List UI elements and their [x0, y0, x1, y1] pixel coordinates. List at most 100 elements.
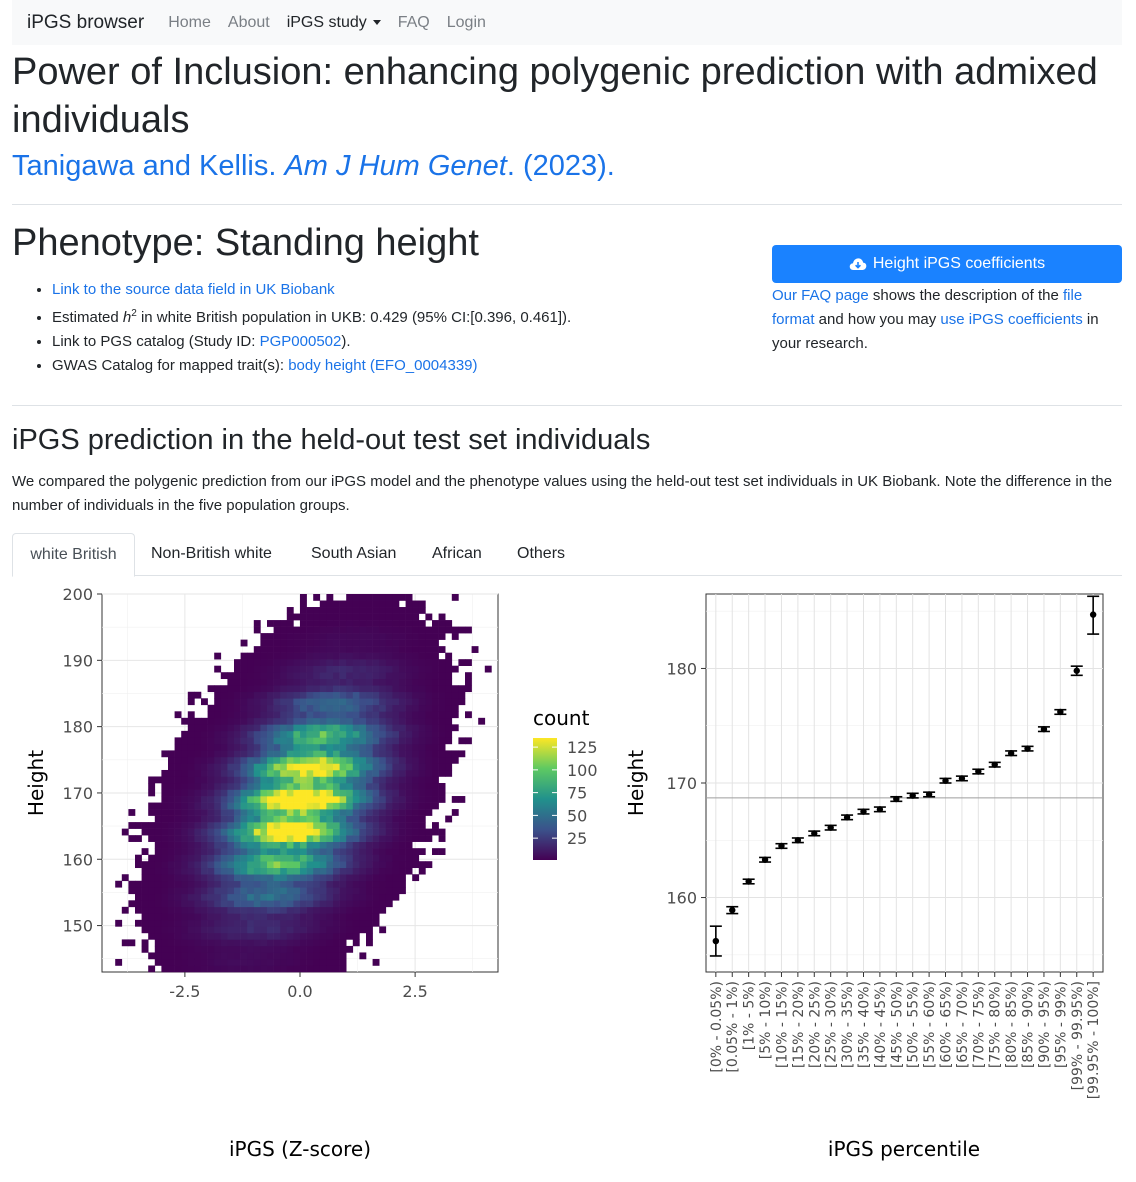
- heatmap-cell: [385, 659, 393, 666]
- heatmap-cell: [214, 952, 222, 960]
- heatmap-cells: [115, 594, 492, 973]
- gwas-trait-link[interactable]: body height (EFO_0004339): [288, 357, 478, 374]
- heatmap-cell: [273, 880, 281, 888]
- nav-faq-link[interactable]: FAQ: [397, 13, 430, 31]
- heatmap-cell: [379, 763, 387, 771]
- heatmap-cell: [319, 639, 327, 647]
- nav-home-link[interactable]: Home: [168, 13, 211, 31]
- heatmap-cell: [286, 919, 294, 927]
- heatmap-cell: [227, 769, 235, 777]
- heatmap-cell: [333, 841, 340, 849]
- heatmap-cell: [352, 620, 360, 627]
- heatmap-cell: [319, 730, 327, 738]
- citation-link[interactable]: Tanigawa and Kellis. Am J Hum Genet. (20…: [12, 150, 615, 183]
- heatmap-cell: [154, 828, 162, 836]
- heatmap-cell: [313, 607, 321, 614]
- heatmap-cell: [280, 939, 288, 947]
- heatmap-cell: [293, 789, 301, 797]
- heatmap-cell: [313, 848, 321, 855]
- heatmap-cell: [174, 893, 182, 901]
- heatmap-cell: [392, 861, 400, 869]
- nav-about-link[interactable]: About: [227, 13, 270, 31]
- heatmap-cell: [286, 945, 294, 953]
- heatmap-cell: [379, 815, 387, 823]
- heatmap-cell: [359, 607, 367, 614]
- heatmap-cell: [207, 848, 215, 855]
- heatmap-cell: [385, 802, 393, 810]
- heatmap-cell: [267, 711, 274, 719]
- heatmap-cell: [253, 880, 261, 888]
- heatmap-cell: [187, 945, 195, 953]
- heatmap-cell: [319, 737, 327, 745]
- heatmap-cell: [253, 796, 261, 803]
- heatmap-cell: [306, 828, 314, 836]
- heatmap-cell: [293, 848, 301, 855]
- heatmap-cell: [273, 743, 281, 751]
- heatmap-cell: [168, 841, 175, 849]
- nav-ipgs-study-dropdown[interactable]: iPGS study: [287, 14, 381, 32]
- heatmap-cell: [465, 659, 472, 666]
- x-tick-label: [5% - 10%): [758, 981, 774, 1059]
- heatmap-cell: [234, 887, 241, 895]
- heatmap-cell: [260, 919, 268, 927]
- heatmap-cell: [352, 893, 360, 901]
- ukb-source-link[interactable]: Link to the source data field in UK Biob…: [52, 281, 335, 298]
- heatmap-cell: [247, 965, 255, 973]
- heatmap-cell: [445, 620, 453, 627]
- heatmap-cell: [366, 724, 373, 732]
- heatmap-cell: [385, 665, 393, 673]
- heatmap-cell: [392, 646, 400, 653]
- heatmap-cell: [352, 874, 360, 882]
- heatmap-cell: [168, 802, 175, 810]
- heatmap-cell: [260, 887, 268, 895]
- heatmap-cell: [412, 633, 420, 640]
- heatmap-cell: [253, 900, 261, 908]
- tab-african[interactable]: African: [432, 545, 482, 562]
- heatmap-cell: [161, 815, 169, 823]
- nav-login-link[interactable]: Login: [446, 13, 486, 31]
- heatmap-cell: [168, 861, 175, 869]
- heatmap-cell: [194, 815, 202, 823]
- heatmap-cell: [333, 848, 340, 855]
- heatmap-cell: [273, 717, 281, 725]
- heatmap-cell: [214, 835, 222, 842]
- heatmap-cell: [286, 717, 294, 725]
- heatmap-cell: [148, 913, 156, 921]
- heatmap-cell: [154, 874, 162, 882]
- faq-page-link[interactable]: Our FAQ page: [772, 287, 869, 304]
- heatmap-cell: [286, 841, 294, 849]
- heatmap-cell: [286, 828, 294, 836]
- heatmap-cell: [385, 893, 393, 901]
- heatmap-cell: [366, 685, 373, 693]
- file-format-link[interactable]: file format: [772, 287, 1083, 328]
- pgs-catalog-link[interactable]: PGP000502: [259, 333, 342, 350]
- tab-non-british-white[interactable]: Non-British white: [151, 545, 272, 562]
- heatmap-cell: [333, 861, 340, 869]
- heatmap-cell: [240, 887, 248, 895]
- navbar-brand[interactable]: iPGS browser: [27, 11, 145, 33]
- x-tick-label: [75% - 80%): [988, 981, 1004, 1068]
- heatmap-cell: [346, 711, 354, 719]
- heatmap-cell: [148, 776, 156, 784]
- heatmap-cell: [273, 900, 281, 908]
- heatmap-cell: [399, 711, 406, 719]
- tab-white-british[interactable]: white British: [12, 533, 135, 577]
- heatmap-cell: [300, 724, 307, 732]
- heatmap-cell: [326, 756, 334, 764]
- heatmap-cell: [181, 945, 189, 953]
- heatmap-cell: [286, 887, 294, 895]
- heatmap-cell: [273, 626, 281, 634]
- heatmap-cell: [438, 620, 446, 627]
- tab-south-asian[interactable]: South Asian: [311, 545, 397, 562]
- download-coefficients-button[interactable]: Height iPGS coefficients: [772, 245, 1122, 283]
- heatmap-cell: [333, 796, 340, 803]
- heatmap-cell: [306, 835, 314, 842]
- heatmap-cell: [273, 776, 281, 784]
- use-coefficients-link[interactable]: use iPGS coefficients: [940, 311, 1083, 328]
- heatmap-cell: [207, 913, 215, 921]
- tab-others[interactable]: Others: [517, 545, 566, 562]
- heatmap-cell: [451, 626, 459, 634]
- heatmap-cell: [366, 737, 373, 745]
